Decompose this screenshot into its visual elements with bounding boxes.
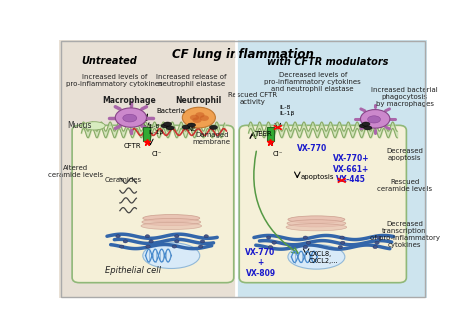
Ellipse shape [268,246,273,249]
Text: apoptosis: apoptosis [301,174,335,180]
Ellipse shape [164,122,172,126]
Bar [143,127,150,141]
Ellipse shape [287,220,346,227]
Text: Rescued CFTR
activity: Rescued CFTR activity [228,92,277,105]
Text: CXCL8,
CXCL2,...: CXCL8, CXCL2,... [308,251,338,264]
Ellipse shape [141,222,201,229]
Ellipse shape [204,235,209,238]
Bar [267,127,274,141]
Ellipse shape [199,245,203,248]
Ellipse shape [83,122,105,130]
Ellipse shape [166,126,174,130]
Ellipse shape [161,124,169,128]
Ellipse shape [190,115,199,120]
Ellipse shape [266,236,271,239]
Text: Increased levels of
pro-inflammatory cytokines: Increased levels of pro-inflammatory cyt… [66,74,163,87]
Ellipse shape [306,241,310,244]
Ellipse shape [303,246,308,249]
Text: IL-8
IL-1β: IL-8 IL-1β [280,105,295,116]
Ellipse shape [200,115,209,121]
Bar [59,40,236,298]
Ellipse shape [149,240,153,243]
Ellipse shape [338,246,343,249]
Text: Ceramides: Ceramides [105,177,142,183]
Ellipse shape [116,235,120,238]
Text: Neutrophil: Neutrophil [176,96,222,105]
Ellipse shape [210,125,218,129]
Text: Rescued
ceramide levels: Rescued ceramide levels [377,180,432,192]
Ellipse shape [174,240,179,243]
Text: Bacteria: Bacteria [157,109,186,115]
Ellipse shape [123,114,137,122]
Text: VX-770: VX-770 [297,144,327,153]
Text: VX-770+
VX-661+
VX-445: VX-770+ VX-661+ VX-445 [333,154,370,184]
Text: Epithelial cell: Epithelial cell [105,266,161,275]
Text: Decreased
apoptosis: Decreased apoptosis [386,148,423,161]
Ellipse shape [288,216,345,223]
Ellipse shape [174,235,179,238]
Bar [236,40,427,298]
Ellipse shape [362,122,370,126]
Ellipse shape [373,246,377,249]
Text: Macrophage: Macrophage [102,96,156,105]
Ellipse shape [359,124,367,128]
Ellipse shape [272,241,276,244]
Text: Decreased levels of
pro-inflammatory cytokines
and neutrophil elastase: Decreased levels of pro-inflammatory cyt… [264,72,361,92]
Text: CF lung inflammation: CF lung inflammation [172,48,314,61]
Text: Increased release of
neutrophil elastase: Increased release of neutrophil elastase [156,74,227,87]
Ellipse shape [286,223,346,231]
Ellipse shape [182,125,190,129]
Text: Increased bacterial
phagocytosis
by macrophages: Increased bacterial phagocytosis by macr… [371,87,438,108]
Text: VX-770
+
VX-809: VX-770 + VX-809 [246,248,276,278]
Text: NE: NE [187,127,196,132]
Ellipse shape [145,235,150,238]
Text: Untreated: Untreated [82,56,137,66]
Ellipse shape [143,215,200,222]
Text: IL-8
IL-1β: IL-8 IL-1β [148,124,164,135]
Ellipse shape [288,245,345,269]
FancyBboxPatch shape [72,125,234,283]
Ellipse shape [377,236,381,239]
Text: with CFTR modulators: with CFTR modulators [267,57,388,67]
Ellipse shape [146,245,150,248]
Ellipse shape [375,241,379,244]
Ellipse shape [119,245,124,248]
Text: Altered
ceramide levels: Altered ceramide levels [48,165,103,178]
Ellipse shape [172,245,176,248]
Ellipse shape [142,218,201,226]
Text: Damaged
membrane: Damaged membrane [193,132,231,145]
Ellipse shape [360,110,390,128]
Ellipse shape [115,108,146,127]
Ellipse shape [187,123,196,127]
Ellipse shape [368,116,381,123]
Ellipse shape [340,241,345,244]
Ellipse shape [182,107,215,128]
Ellipse shape [192,117,201,123]
Text: Cl⁻: Cl⁻ [152,151,162,157]
Ellipse shape [201,240,205,243]
Text: Cl⁻: Cl⁻ [273,151,283,157]
Ellipse shape [195,112,205,118]
Text: TEER: TEER [255,131,272,137]
Ellipse shape [123,240,128,243]
Ellipse shape [364,126,372,130]
FancyBboxPatch shape [239,125,406,283]
Text: Decreased
transcription
of pro-inflammatory
cytokines: Decreased transcription of pro-inflammat… [370,221,439,248]
Ellipse shape [303,236,308,239]
Ellipse shape [143,243,200,268]
Text: CFTR: CFTR [123,143,141,149]
Ellipse shape [340,236,344,239]
Text: Mucus: Mucus [67,121,91,130]
